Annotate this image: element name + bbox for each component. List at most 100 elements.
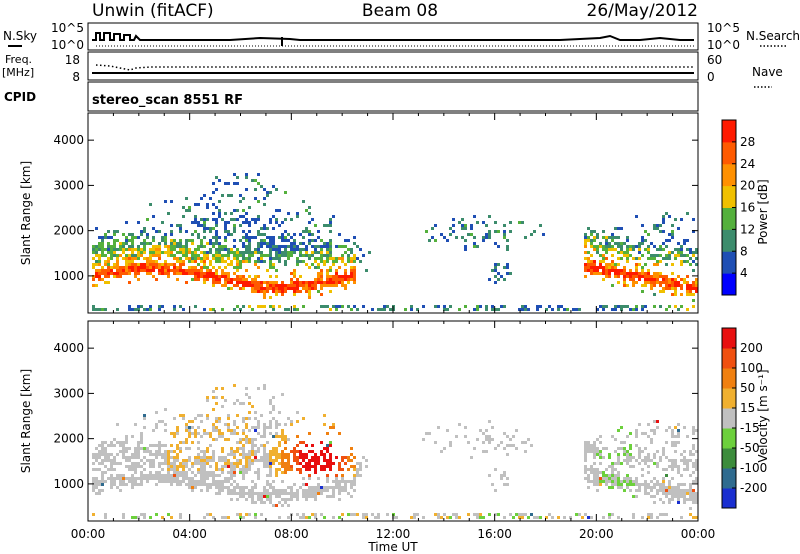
velocity-cell — [215, 480, 218, 483]
velocity-cell — [113, 468, 116, 471]
station-title: Unwin (fitACF) — [92, 1, 214, 21]
power-cell — [131, 254, 134, 257]
velocity-cell — [179, 474, 182, 477]
power-cell — [179, 242, 182, 245]
power-cell — [242, 197, 245, 200]
velocity-cell — [665, 468, 668, 471]
velocity-cell — [644, 489, 647, 492]
power-cell — [485, 233, 488, 236]
velocity-cell — [263, 426, 266, 429]
velocity-cell — [122, 441, 125, 444]
velocity-cell — [251, 498, 254, 501]
power-cell — [638, 272, 641, 275]
power-cell — [269, 257, 272, 260]
velocity-cell — [227, 453, 230, 456]
power-cell — [437, 305, 440, 308]
velocity-cell — [497, 444, 500, 447]
velocity-cell — [479, 516, 482, 519]
cpid-panel — [87, 81, 699, 112]
power-cell — [272, 257, 275, 260]
power-cell — [179, 245, 182, 248]
velocity-cell — [662, 492, 665, 495]
velocity-cell — [608, 513, 611, 516]
power-cell — [299, 284, 302, 287]
power-cell — [677, 227, 680, 230]
nsky-label: N.Sky — [3, 29, 37, 43]
power-cell — [326, 245, 329, 248]
power-cell — [110, 257, 113, 260]
velocity-cell — [245, 426, 248, 429]
power-cell — [203, 260, 206, 263]
velocity-cell — [308, 489, 311, 492]
power-cell — [686, 290, 689, 293]
power-cell — [599, 254, 602, 257]
velocity-cell — [335, 480, 338, 483]
velocity-cell — [119, 483, 122, 486]
velocity-cell — [188, 483, 191, 486]
power-cell — [599, 260, 602, 263]
velocity-cell — [356, 474, 359, 477]
power-cell — [671, 287, 674, 290]
power-cell — [287, 245, 290, 248]
velocity-cell — [227, 429, 230, 432]
velocity-cell — [632, 516, 635, 519]
velocity-cell — [251, 459, 254, 462]
power-cell — [494, 230, 497, 233]
velocity-cell — [212, 408, 215, 411]
power-cell — [623, 269, 626, 272]
velocity-cell — [236, 399, 239, 402]
velocity-cell — [548, 513, 551, 516]
power-cell — [281, 239, 284, 242]
velocity-cell — [227, 438, 230, 441]
velocity-cell — [257, 387, 260, 390]
velocity-cell — [179, 483, 182, 486]
power-cell — [185, 248, 188, 251]
power-cell — [452, 224, 455, 227]
velocity-cell — [347, 513, 350, 516]
velocity-cell — [470, 456, 473, 459]
velocity-cell — [191, 486, 194, 489]
velocity-cell — [692, 426, 695, 429]
power-cell — [191, 254, 194, 257]
power-cell — [233, 254, 236, 257]
velocity-cell — [299, 471, 302, 474]
power-cell — [653, 284, 656, 287]
power-cell — [302, 242, 305, 245]
velocity-cell — [311, 450, 314, 453]
power-cell — [212, 236, 215, 239]
power-cell — [272, 290, 275, 293]
power-cell — [386, 305, 389, 308]
velocity-cell — [359, 462, 362, 465]
power-cell — [284, 230, 287, 233]
velocity-cell — [629, 432, 632, 435]
power-cell — [602, 278, 605, 281]
velocity-cell — [503, 474, 506, 477]
velocity-cell — [629, 489, 632, 492]
velocity-cell — [650, 495, 653, 498]
power-cell — [416, 308, 419, 311]
power-cell — [236, 278, 239, 281]
power-cell — [602, 230, 605, 233]
power-cell — [344, 239, 347, 242]
power-cell — [494, 275, 497, 278]
power-cell — [485, 308, 488, 311]
velocity-cell — [197, 462, 200, 465]
power-cell — [335, 281, 338, 284]
velocity-cell — [224, 459, 227, 462]
velocity-cell — [242, 420, 245, 423]
velocity-cell — [512, 435, 515, 438]
velocity-cell — [683, 468, 686, 471]
velocity-cell — [209, 486, 212, 489]
x-tick-label: 20:00 — [579, 527, 614, 541]
colorbar-swatch — [722, 207, 736, 230]
velocity-cell — [200, 474, 203, 477]
power-cell — [182, 254, 185, 257]
power-cell — [590, 233, 593, 236]
velocity-cell — [692, 429, 695, 432]
velocity-cell — [656, 492, 659, 495]
power-cell — [173, 263, 176, 266]
power-cell — [245, 173, 248, 176]
velocity-cell — [647, 471, 650, 474]
velocity-cell — [248, 462, 251, 465]
power-cell — [302, 248, 305, 251]
